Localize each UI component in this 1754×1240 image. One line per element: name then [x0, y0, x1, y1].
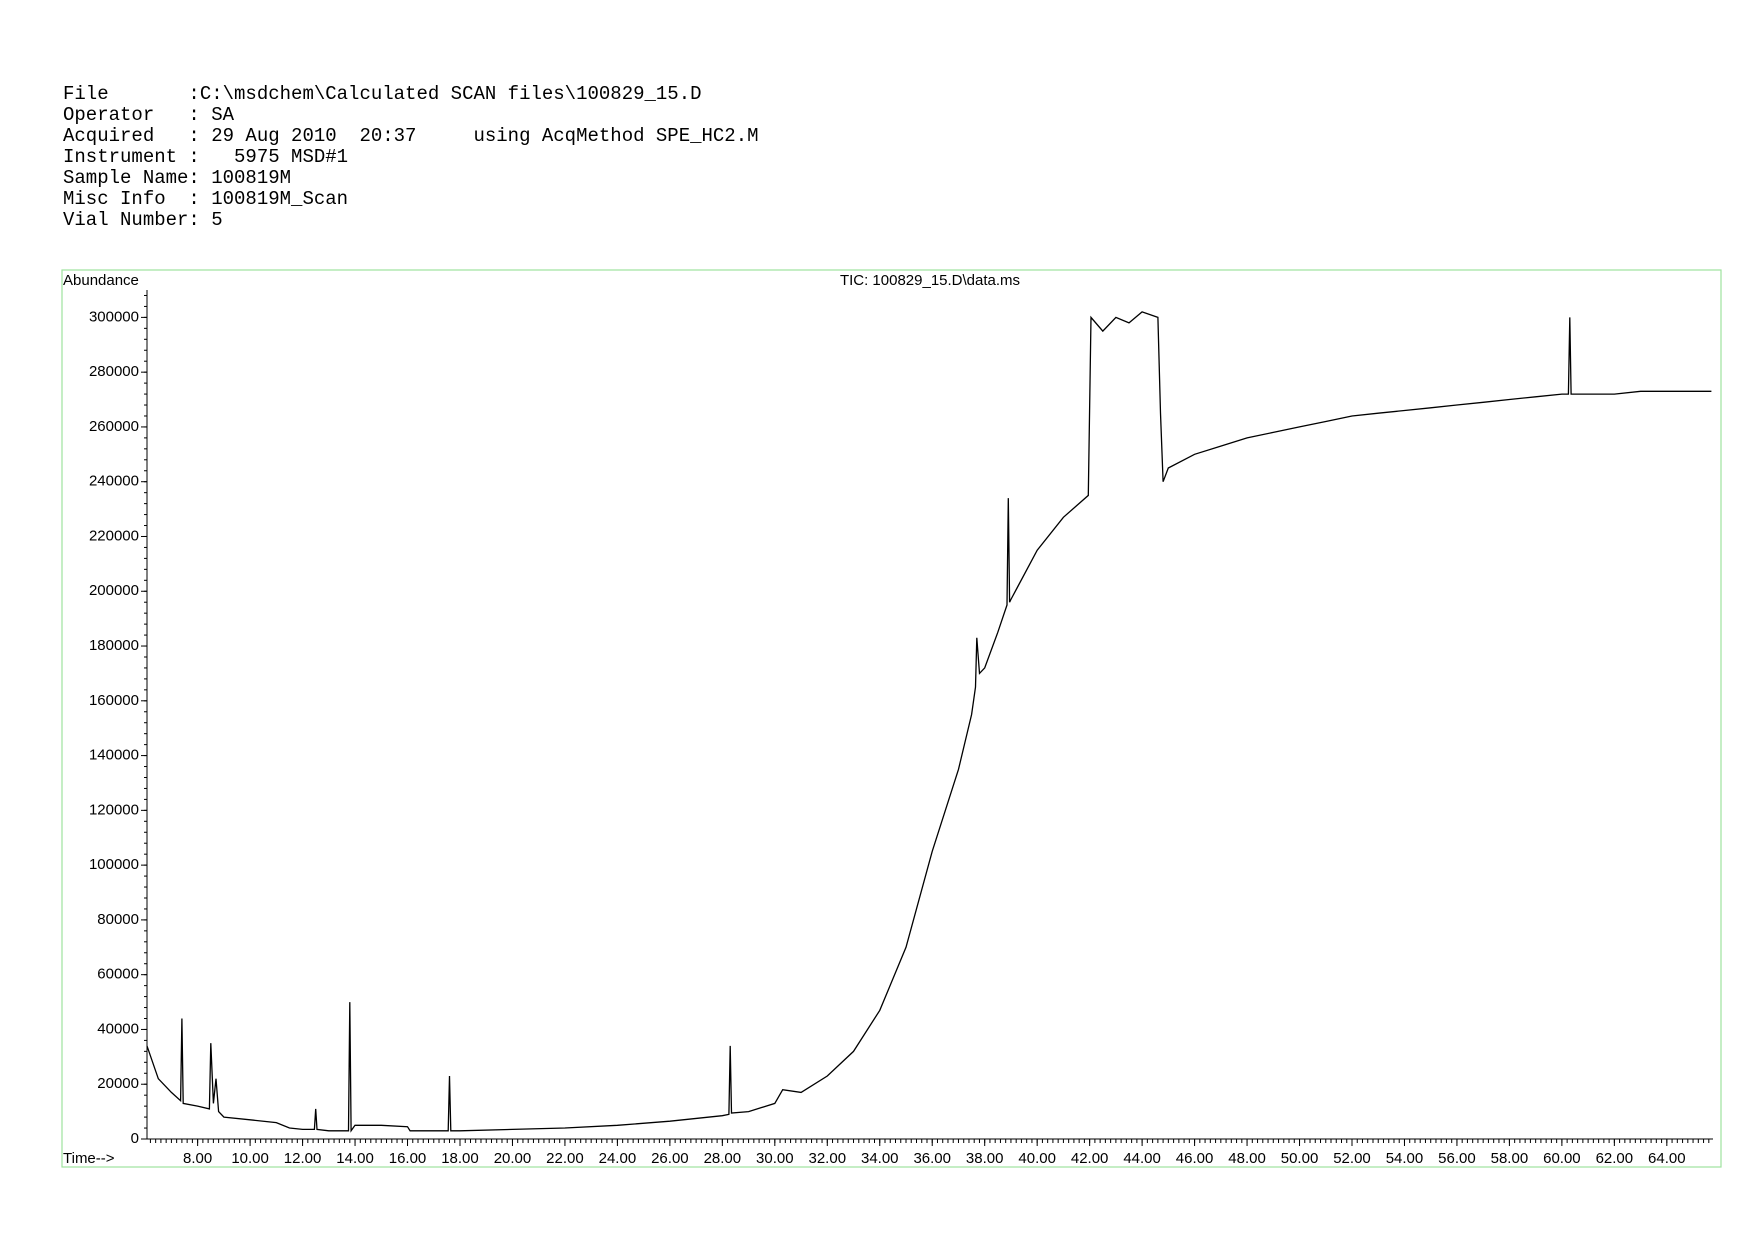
- y-tick-label: 180000: [89, 637, 139, 654]
- y-tick-label: 0: [131, 1130, 139, 1147]
- y-tick-label: 240000: [89, 473, 139, 490]
- x-tick-label: 62.00: [1596, 1150, 1634, 1167]
- y-tick-label: 260000: [89, 418, 139, 435]
- x-tick-label: 56.00: [1438, 1150, 1476, 1167]
- x-tick-label: 12.00: [284, 1150, 322, 1167]
- x-tick-label: 28.00: [704, 1150, 742, 1167]
- x-tick-label: 14.00: [336, 1150, 374, 1167]
- chart-title: TIC: 100829_15.D\data.ms: [840, 272, 1020, 289]
- header-line: Instrument : 5975 MSD#1: [63, 146, 348, 168]
- x-tick-label: 50.00: [1281, 1150, 1319, 1167]
- x-tick-label: 52.00: [1333, 1150, 1371, 1167]
- y-axis-label: Abundance: [63, 272, 139, 289]
- x-tick-label: 54.00: [1386, 1150, 1424, 1167]
- y-tick-label: 120000: [89, 801, 139, 818]
- header-line: Sample Name: 100819M: [63, 167, 291, 189]
- tic-line: [146, 311, 1712, 1133]
- x-tick-label: 26.00: [651, 1150, 689, 1167]
- x-tick-label: 32.00: [809, 1150, 847, 1167]
- x-tick-label: 24.00: [599, 1150, 637, 1167]
- x-tick-label: 36.00: [913, 1150, 951, 1167]
- y-tick-label: 200000: [89, 582, 139, 599]
- x-tick-label: 34.00: [861, 1150, 899, 1167]
- y-tick-label: 220000: [89, 527, 139, 544]
- header-line: Acquired : 29 Aug 2010 20:37 using AcqMe…: [63, 125, 759, 147]
- y-tick-label: 300000: [89, 308, 139, 325]
- x-tick-label: 46.00: [1176, 1150, 1214, 1167]
- x-tick-label: 42.00: [1071, 1150, 1109, 1167]
- y-tick-label: 100000: [89, 856, 139, 873]
- y-tick-label: 60000: [97, 966, 139, 983]
- y-tick-label: 80000: [97, 911, 139, 928]
- x-tick-label: 10.00: [231, 1150, 269, 1167]
- x-tick-label: 38.00: [966, 1150, 1004, 1167]
- header-line: Operator : SA: [63, 104, 235, 126]
- y-tick-label: 40000: [97, 1020, 139, 1037]
- x-tick-label: 8.00: [183, 1150, 212, 1167]
- plot-frame: [61, 269, 1722, 1168]
- header-line: Misc Info : 100819M_Scan: [63, 188, 348, 210]
- y-tick-label: 140000: [89, 747, 139, 764]
- x-tick-label: 64.00: [1648, 1150, 1686, 1167]
- x-tick-label: 40.00: [1018, 1150, 1056, 1167]
- header-line: Vial Number: 5: [63, 209, 223, 231]
- x-tick-label: 48.00: [1228, 1150, 1266, 1167]
- y-tick-label: 280000: [89, 363, 139, 380]
- x-axis-label: Time-->: [63, 1150, 115, 1167]
- x-tick-label: 58.00: [1491, 1150, 1529, 1167]
- x-tick-label: 44.00: [1123, 1150, 1161, 1167]
- x-tick-label: 22.00: [546, 1150, 584, 1167]
- x-tick-label: 30.00: [756, 1150, 794, 1167]
- header-line: File :C:\msdchem\Calculated SCAN files\1…: [63, 83, 702, 105]
- x-tick-label: 60.00: [1543, 1150, 1581, 1167]
- y-tick-label: 20000: [97, 1075, 139, 1092]
- x-tick-label: 20.00: [494, 1150, 532, 1167]
- y-tick-label: 160000: [89, 692, 139, 709]
- x-tick-label: 18.00: [441, 1150, 479, 1167]
- x-tick-label: 16.00: [389, 1150, 427, 1167]
